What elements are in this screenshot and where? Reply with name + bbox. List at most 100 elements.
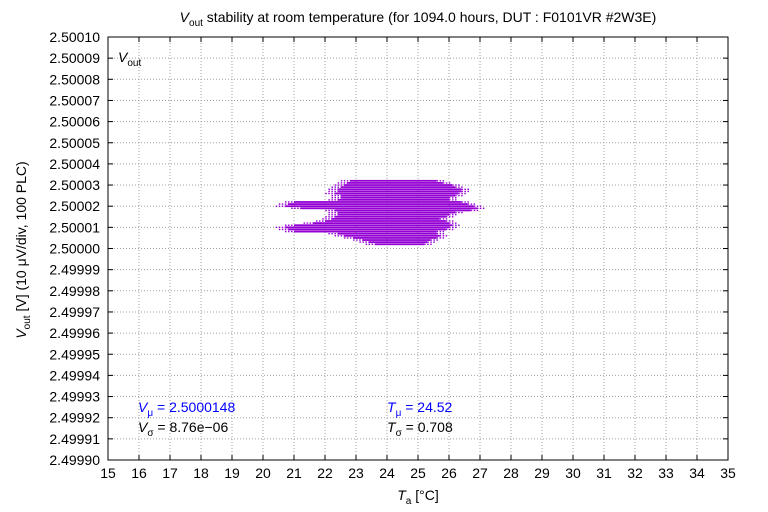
data-point <box>319 220 321 222</box>
data-point <box>455 226 457 229</box>
data-point <box>442 182 445 184</box>
data-point <box>442 237 445 239</box>
data-point <box>445 182 448 184</box>
data-point <box>284 203 287 205</box>
data-point <box>343 180 346 182</box>
data-band <box>343 234 440 237</box>
data-point <box>461 186 463 188</box>
data-band <box>337 190 462 193</box>
data-point <box>328 213 330 216</box>
data-point <box>476 209 479 212</box>
y-tick-label: 2.50008 <box>49 71 100 87</box>
data-point <box>331 213 333 216</box>
data-point <box>337 182 340 184</box>
data-point <box>331 232 333 235</box>
data-point <box>275 205 278 207</box>
data-point <box>325 192 327 195</box>
data-point <box>275 226 278 229</box>
x-tick-label: 34 <box>689 465 705 481</box>
data-band <box>334 209 471 212</box>
y-tick-label: 2.50007 <box>49 92 100 108</box>
data-point <box>328 211 330 214</box>
data-point <box>337 194 339 197</box>
data-point <box>281 226 284 229</box>
data-point <box>427 241 429 243</box>
plot-frame <box>107 36 729 461</box>
data-point <box>452 197 454 199</box>
data-point <box>281 205 284 207</box>
data-point <box>452 213 454 216</box>
data-point <box>285 230 287 233</box>
data-point <box>455 184 457 186</box>
data-point <box>359 239 361 241</box>
data-point <box>455 186 457 188</box>
y-tick-label: 2.49993 <box>49 389 100 405</box>
data-band <box>287 228 446 231</box>
data-band <box>284 205 474 208</box>
data-point <box>331 209 333 212</box>
x-tick-label: 23 <box>348 465 364 481</box>
data-point <box>334 190 336 193</box>
data-band <box>287 203 468 205</box>
data-point <box>455 213 457 216</box>
data-point <box>442 232 445 235</box>
data-point <box>442 180 445 182</box>
data-point <box>362 241 364 243</box>
v-sigma-stat: Vσ = 8.76e−06 <box>138 419 228 439</box>
data-point <box>479 207 482 210</box>
x-tick-label: 30 <box>565 465 581 481</box>
data-point <box>281 203 284 205</box>
data-point <box>365 241 367 243</box>
y-tick-label: 2.49994 <box>49 367 100 383</box>
data-band <box>300 207 477 210</box>
data-band <box>374 243 425 246</box>
data-point <box>340 180 343 182</box>
data-point <box>436 180 439 182</box>
data-point <box>331 216 333 218</box>
y-tick-label: 2.49990 <box>49 452 100 468</box>
data-band <box>337 188 462 191</box>
data-point <box>455 194 457 197</box>
data-point <box>334 194 336 197</box>
legend-label: Vout <box>118 49 141 69</box>
data-point <box>291 201 293 203</box>
data-point <box>285 201 287 203</box>
data-point <box>430 243 432 245</box>
y-tick-label: 2.49991 <box>49 431 100 447</box>
data-point <box>343 237 346 239</box>
y-tick-label: 2.49998 <box>49 283 100 299</box>
chart-title: Vout stability at room temperature (for … <box>180 9 657 29</box>
grid <box>107 36 729 461</box>
data-point <box>291 207 293 210</box>
data-point <box>451 228 454 231</box>
y-tick-label: 2.50009 <box>49 50 100 66</box>
data-point <box>442 235 445 237</box>
data-point <box>337 235 340 237</box>
x-tick-label: 15 <box>100 465 116 481</box>
y-tick-label: 2.50002 <box>49 198 100 214</box>
data-point <box>461 190 463 193</box>
x-tick-label: 29 <box>534 465 550 481</box>
data-point <box>473 205 476 207</box>
data-band <box>352 237 437 239</box>
t-mu-stat: Tμ = 24.52 <box>387 399 453 419</box>
data-point <box>452 224 454 226</box>
data-point <box>356 239 358 241</box>
data-point <box>439 237 442 239</box>
data-point <box>278 203 281 205</box>
data-point <box>303 222 306 224</box>
data-point <box>461 188 463 190</box>
x-tick-label: 22 <box>317 465 333 481</box>
data-point <box>359 241 361 243</box>
x-tick-label: 20 <box>255 465 271 481</box>
data-point <box>325 209 327 212</box>
data-point <box>328 190 330 193</box>
data-point <box>331 190 333 193</box>
data-point <box>433 239 435 241</box>
data-point <box>331 194 333 197</box>
data-point <box>464 188 466 190</box>
x-tick-label: 31 <box>596 465 612 481</box>
data-point <box>452 184 454 186</box>
data-point <box>285 224 287 226</box>
